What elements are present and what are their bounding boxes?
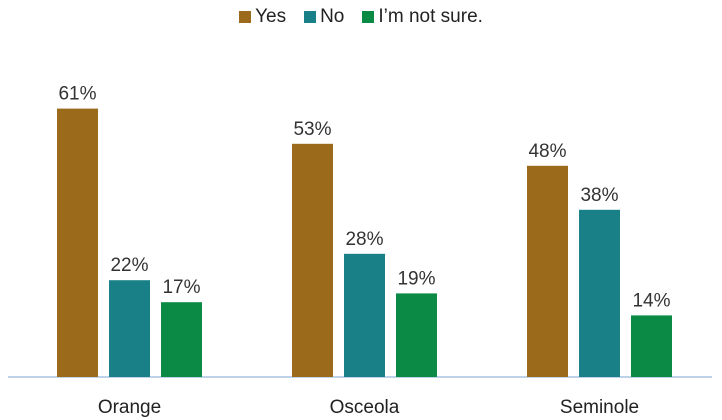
legend-label-not-sure: I’m not sure. <box>378 6 483 27</box>
data-label-orange-no: 22% <box>110 255 148 276</box>
bar-orange-yes <box>57 108 98 377</box>
legend-label-no: No <box>320 6 345 27</box>
category-label-seminole: Seminole <box>560 397 639 418</box>
legend-swatch-yes <box>239 11 252 23</box>
legend: Yes No I’m not sure. <box>0 6 722 28</box>
data-label-osceola-yes: 53% <box>293 119 331 140</box>
legend-item-yes: Yes <box>239 6 286 28</box>
legend-item-not-sure: I’m not sure. <box>362 6 483 28</box>
data-label-orange-yes: 61% <box>58 84 96 105</box>
bar-seminole-no <box>579 209 620 377</box>
data-label-orange-i-m-not-sure: 17% <box>162 277 200 298</box>
data-label-osceola-i-m-not-sure: 19% <box>397 268 435 289</box>
bar-seminole-yes <box>527 165 568 377</box>
category-label-osceola: Osceola <box>330 397 400 418</box>
data-label-seminole-i-m-not-sure: 14% <box>632 290 670 311</box>
data-label-osceola-no: 28% <box>345 229 383 250</box>
legend-label-yes: Yes <box>255 6 287 27</box>
legend-swatch-not-sure <box>362 11 375 23</box>
legend-item-no: No <box>304 6 344 28</box>
data-label-seminole-no: 38% <box>580 185 618 206</box>
bar-orange-no <box>109 280 150 377</box>
legend-swatch-no <box>304 11 317 23</box>
category-label-orange: Orange <box>98 397 161 418</box>
bar-osceola-yes <box>292 143 333 377</box>
bar-osceola-no <box>344 253 385 377</box>
data-label-seminole-yes: 48% <box>528 141 566 162</box>
bar-osceola-i-m-not-sure <box>396 293 437 377</box>
bar-orange-i-m-not-sure <box>161 302 202 377</box>
bar-seminole-i-m-not-sure <box>631 315 672 377</box>
